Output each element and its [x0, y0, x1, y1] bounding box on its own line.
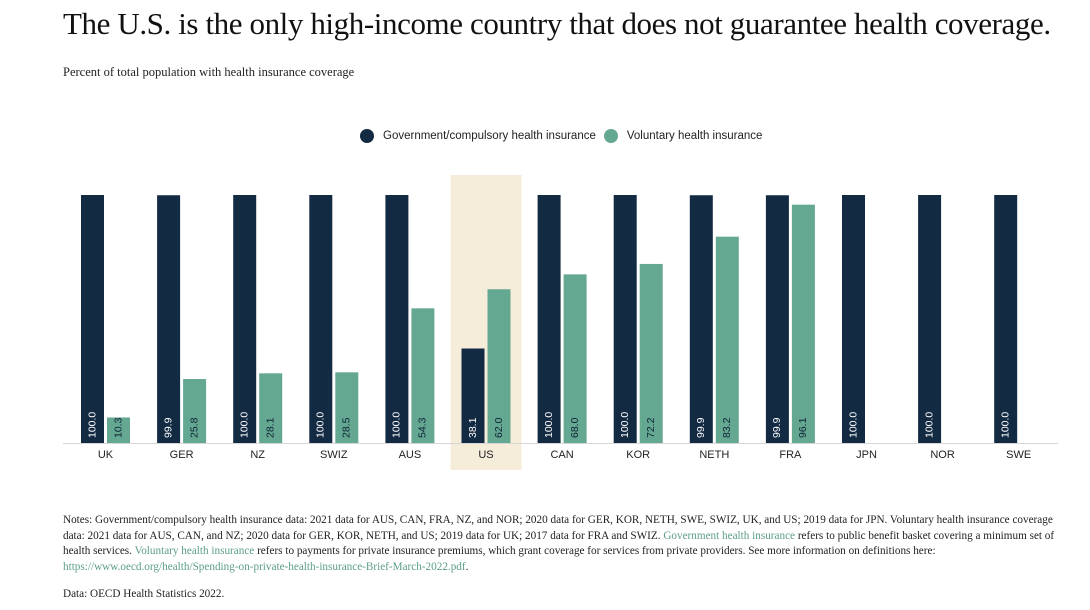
bar-voluntary-can — [563, 274, 587, 443]
label-voluntary-ger: 25.8 — [188, 417, 200, 438]
notes: Notes: Government/compulsory health insu… — [63, 513, 1063, 575]
bar-voluntary-aus — [411, 308, 435, 443]
label-voluntary-uk: 10.3 — [112, 417, 124, 438]
label-government-fra: 99.9 — [771, 417, 783, 438]
legend: Government/compulsory health insurance V… — [360, 129, 770, 143]
label-voluntary-fra: 96.1 — [797, 417, 809, 438]
bar-government-uk — [81, 195, 104, 443]
label-government-neth: 99.9 — [695, 417, 707, 438]
x-tick-label-uk: UK — [98, 449, 114, 461]
label-voluntary-us: 62.0 — [493, 417, 505, 438]
label-voluntary-nz: 28.1 — [264, 417, 276, 438]
bar-government-ger — [157, 195, 181, 443]
label-government-aus: 100.0 — [391, 412, 403, 438]
bar-government-jpn — [842, 195, 865, 443]
label-government-swiz: 100.0 — [315, 412, 327, 438]
bar-government-fra — [765, 195, 789, 443]
bar-government-neth — [689, 195, 713, 443]
bar-voluntary-kor — [639, 263, 663, 443]
bar-government-kor — [613, 195, 637, 443]
bar-government-swiz — [309, 195, 333, 443]
x-tick-label-kor: KOR — [626, 449, 650, 461]
bar-voluntary-neth — [715, 236, 739, 443]
label-government-kor: 100.0 — [619, 412, 631, 438]
x-tick-label-fra: FRA — [779, 449, 802, 461]
x-tick-label-nz: NZ — [250, 449, 265, 461]
legend-label-government: Government/compulsory health insurance — [383, 130, 596, 142]
x-tick-label-swiz: SWIZ — [320, 449, 348, 461]
bar-voluntary-ger — [183, 379, 207, 443]
government-health-insurance-link[interactable]: Government health insurance — [663, 529, 796, 542]
oecd-definitions-link[interactable]: https://www.oecd.org/health/Spending-on-… — [63, 560, 466, 573]
label-government-nor: 100.0 — [923, 412, 935, 438]
bar-government-swe — [994, 195, 1018, 443]
legend-item-government: Government/compulsory health insurance — [360, 129, 596, 143]
x-tick-label-jpn: JPN — [856, 449, 877, 461]
bar-government-nz — [233, 195, 257, 443]
legend-swatch-government — [360, 129, 374, 143]
notes-text: Notes: Government/compulsory health insu… — [63, 514, 1053, 542]
chart-subtitle: Percent of total population with health … — [63, 65, 355, 79]
label-government-us: 38.1 — [467, 417, 479, 438]
x-tick-label-aus: AUS — [399, 449, 422, 461]
x-tick-label-ger: GER — [170, 449, 194, 461]
label-government-nz: 100.0 — [238, 412, 250, 438]
bar-government-can — [537, 195, 561, 443]
x-tick-label-neth: NETH — [699, 449, 729, 461]
highlight-band-us — [450, 175, 522, 470]
label-government-jpn: 100.0 — [847, 412, 859, 438]
bar-voluntary-swiz — [335, 372, 359, 443]
bar-government-us — [461, 348, 485, 443]
x-tick-label-us: US — [478, 449, 493, 461]
data-source: Data: OECD Health Statistics 2022. — [63, 588, 225, 600]
bar-voluntary-fra — [791, 204, 815, 443]
notes-text-2: refers to public benefit basket covering… — [63, 529, 1055, 558]
label-voluntary-swiz: 28.5 — [341, 417, 353, 438]
bar-government-aus — [385, 195, 409, 443]
notes-text-3: refers to payments for private insurance… — [254, 545, 936, 557]
bar-voluntary-uk — [107, 417, 130, 443]
notes-text-end: . — [465, 560, 469, 573]
x-tick-label-swe: SWE — [1006, 449, 1031, 461]
chart-title: The U.S. is the only high-income country… — [63, 6, 1051, 41]
label-government-uk: 100.0 — [86, 412, 98, 438]
label-government-swe: 100.0 — [999, 412, 1011, 438]
bar-voluntary-nz — [259, 373, 283, 443]
legend-label-voluntary: Voluntary health insurance — [626, 130, 763, 142]
label-voluntary-can: 68.0 — [569, 417, 581, 438]
label-government-can: 100.0 — [543, 412, 555, 438]
x-tick-label-can: CAN — [550, 449, 573, 461]
label-voluntary-kor: 72.2 — [645, 417, 657, 438]
label-government-ger: 99.9 — [162, 417, 174, 438]
legend-item-voluntary: Voluntary health insurance — [603, 129, 763, 143]
legend-swatch-voluntary — [603, 129, 618, 143]
bar-government-nor — [918, 195, 942, 443]
label-voluntary-neth: 83.2 — [721, 417, 733, 438]
voluntary-health-insurance-link[interactable]: Voluntary health insurance — [134, 545, 255, 557]
label-voluntary-aus: 54.3 — [417, 417, 429, 438]
x-tick-label-nor: NOR — [930, 449, 955, 461]
bar-voluntary-us — [487, 289, 511, 443]
